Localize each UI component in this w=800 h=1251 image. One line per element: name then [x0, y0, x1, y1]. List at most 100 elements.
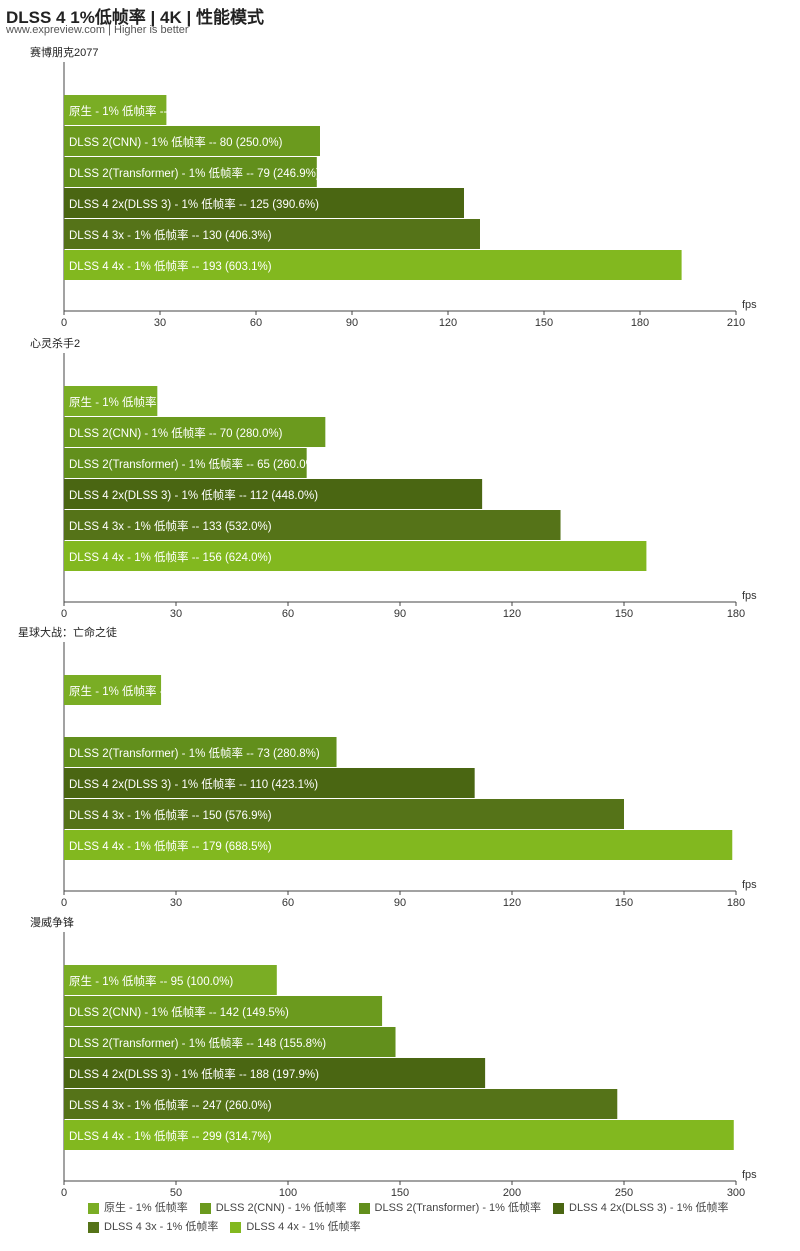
- bar: [64, 1089, 618, 1119]
- x-tick-label: 250: [615, 1187, 633, 1199]
- x-axis-unit: fps: [742, 879, 757, 891]
- x-tick-label: 120: [503, 897, 521, 909]
- legend-label: DLSS 4 3x - 1% 低帧率: [104, 1221, 219, 1233]
- x-tick-label: 50: [170, 1187, 182, 1199]
- page-title: DLSS 4 1%低帧率 | 4K | 性能模式: [6, 8, 264, 27]
- bar: [64, 965, 277, 995]
- bar-label: DLSS 4 3x - 1% 低帧率 -- 130 (406.3%): [69, 228, 272, 242]
- bar: [64, 448, 307, 478]
- bar: [64, 479, 483, 509]
- x-tick-label: 0: [61, 897, 67, 909]
- legend-item[interactable]: DLSS 4 4x - 1% 低帧率: [230, 1220, 361, 1234]
- panel-title: 星球大战：亡命之徒: [18, 625, 117, 639]
- bar-label: DLSS 2(Transformer) - 1% 低帧率 -- 73 (280.…: [69, 746, 320, 760]
- bar: [64, 95, 167, 125]
- legend: 原生 - 1% 低帧率 DLSS 2(CNN) - 1% 低帧率 DLSS 2(Tr…: [88, 1201, 788, 1234]
- bar-label: DLSS 2(Transformer) - 1% 低帧率 -- 148 (155…: [69, 1036, 326, 1050]
- bar-label: 原生 - 1% 低帧率 -- 32 (100.0%): [69, 104, 233, 118]
- bar-label: DLSS 2(Transformer) - 1% 低帧率 -- 65 (260.…: [69, 457, 320, 471]
- bar-label: DLSS 4 3x - 1% 低帧率 -- 150 (576.9%): [69, 808, 272, 822]
- bar: [64, 675, 162, 705]
- x-tick-label: 210: [727, 317, 745, 329]
- bar-label: DLSS 2(CNN) - 1% 低帧率 -- 80 (250.0%): [69, 135, 283, 149]
- x-tick-label: 120: [503, 608, 521, 620]
- panel-title: 赛博朋克2077: [30, 45, 98, 59]
- bar: [64, 188, 464, 218]
- x-tick-label: 150: [615, 608, 633, 620]
- legend-label: DLSS 4 2x(DLSS 3) - 1% 低帧率: [569, 1202, 729, 1214]
- bar-label: DLSS 4 2x(DLSS 3) - 1% 低帧率 -- 110 (423.1…: [69, 777, 318, 791]
- bar: [64, 1120, 734, 1150]
- x-tick-label: 150: [615, 897, 633, 909]
- bar-label: DLSS 2(CNN) - 1% 低帧率 -- 70 (280.0%): [69, 426, 283, 440]
- bar: [64, 510, 561, 540]
- x-tick-label: 0: [61, 317, 67, 329]
- x-tick-label: 60: [250, 317, 262, 329]
- x-tick-label: 200: [503, 1187, 521, 1199]
- x-tick-label: 0: [61, 608, 67, 620]
- bar: [64, 1027, 396, 1057]
- panel-title: 漫威争锋: [30, 915, 74, 929]
- legend-item[interactable]: DLSS 4 2x(DLSS 3) - 1% 低帧率: [553, 1201, 729, 1215]
- x-tick-label: 60: [282, 897, 294, 909]
- bar-label: DLSS 4 3x - 1% 低帧率 -- 247 (260.0%): [69, 1098, 272, 1112]
- bar-label: DLSS 4 2x(DLSS 3) - 1% 低帧率 -- 112 (448.0…: [69, 488, 318, 502]
- legend-swatch: [199, 1202, 211, 1214]
- legend-label: DLSS 4 4x - 1% 低帧率: [246, 1221, 361, 1233]
- legend-item[interactable]: 原生 - 1% 低帧率: [88, 1201, 188, 1215]
- bar-label: DLSS 2(CNN) - 1% 低帧率 -- 142 (149.5%): [69, 1005, 289, 1019]
- bar: [64, 830, 733, 860]
- x-tick-label: 180: [727, 608, 745, 620]
- legend-label: DLSS 2(Transformer) - 1% 低帧率: [374, 1202, 541, 1214]
- x-tick-label: 30: [154, 317, 166, 329]
- x-tick-label: 100: [279, 1187, 297, 1199]
- legend-swatch: [553, 1202, 564, 1214]
- x-axis-unit: fps: [742, 590, 757, 602]
- legend-item[interactable]: DLSS 2(Transformer) - 1% 低帧率: [358, 1201, 541, 1215]
- bar-label: 原生 - 1% 低帧率 -- 26 (100.0%): [69, 684, 233, 698]
- page-subtitle: www.expreview.com | Higher is better: [6, 24, 189, 36]
- bar: [64, 768, 475, 798]
- bar: [64, 157, 317, 187]
- x-tick-label: 90: [394, 608, 406, 620]
- bar-label: DLSS 4 4x - 1% 低帧率 -- 179 (688.5%): [69, 839, 272, 853]
- bar: [64, 737, 337, 767]
- x-tick-label: 180: [727, 897, 745, 909]
- legend-swatch: [88, 1202, 99, 1214]
- x-tick-label: 300: [727, 1187, 745, 1199]
- legend-label: DLSS 2(CNN) - 1% 低帧率: [215, 1202, 347, 1214]
- x-axis-unit: fps: [742, 299, 757, 311]
- bar-label: DLSS 4 4x - 1% 低帧率 -- 156 (624.0%): [69, 550, 272, 564]
- legend-swatch: [358, 1202, 370, 1214]
- bar: [64, 126, 320, 156]
- bar: [64, 219, 480, 249]
- x-tick-label: 60: [282, 608, 294, 620]
- bar-label: 原生 - 1% 低帧率 -- 95 (100.0%): [69, 974, 233, 988]
- x-tick-label: 0: [61, 1187, 67, 1199]
- x-tick-label: 90: [346, 317, 358, 329]
- bar: [64, 1058, 486, 1088]
- x-tick-label: 30: [170, 608, 182, 620]
- panel-title: 心灵杀手2: [30, 336, 80, 350]
- x-tick-label: 90: [394, 897, 406, 909]
- x-tick-label: 180: [631, 317, 649, 329]
- bar-label: DLSS 4 3x - 1% 低帧率 -- 133 (532.0%): [69, 519, 272, 533]
- bar-label: 原生 - 1% 低帧率 -- 25 (100.0%): [69, 395, 233, 409]
- bar-label: DLSS 4 2x(DLSS 3) - 1% 低帧率 -- 125 (390.6…: [69, 197, 319, 211]
- bar: [64, 996, 383, 1026]
- bar: [64, 541, 647, 571]
- legend-swatch: [88, 1221, 99, 1233]
- x-tick-label: 150: [391, 1187, 409, 1199]
- x-axis-unit: fps: [742, 1169, 757, 1181]
- bar-label: DLSS 4 2x(DLSS 3) - 1% 低帧率 -- 188 (197.9…: [69, 1067, 319, 1081]
- legend-item[interactable]: DLSS 4 3x - 1% 低帧率: [88, 1220, 218, 1234]
- x-tick-label: 30: [170, 897, 182, 909]
- legend-label: 原生 - 1% 低帧率: [104, 1202, 188, 1214]
- legend-swatch: [230, 1221, 242, 1233]
- bar-label: DLSS 4 4x - 1% 低帧率 -- 299 (314.7%): [69, 1129, 272, 1143]
- bar: [64, 250, 682, 280]
- bar-label: DLSS 4 4x - 1% 低帧率 -- 193 (603.1%): [69, 259, 272, 273]
- legend-item[interactable]: DLSS 2(CNN) - 1% 低帧率: [199, 1201, 347, 1215]
- x-tick-label: 120: [439, 317, 457, 329]
